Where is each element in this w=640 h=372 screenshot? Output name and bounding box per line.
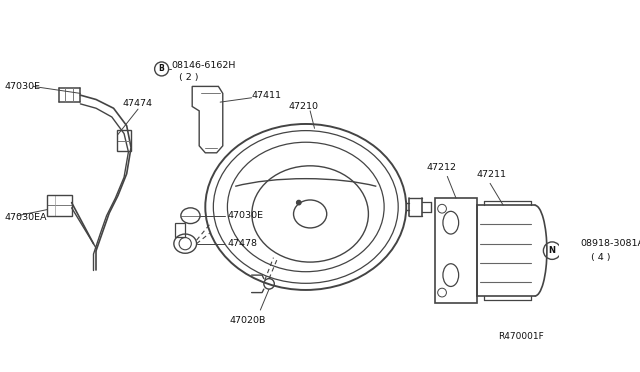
Text: 47030EA: 47030EA bbox=[4, 213, 47, 222]
Text: 47030E: 47030E bbox=[4, 82, 40, 91]
Bar bbox=[117, 130, 131, 151]
Text: 08918-3081A: 08918-3081A bbox=[580, 239, 640, 248]
Text: 47211: 47211 bbox=[477, 170, 507, 179]
Bar bbox=[435, 198, 477, 303]
Text: 08146-6162H: 08146-6162H bbox=[172, 61, 236, 70]
Text: 47474: 47474 bbox=[122, 99, 152, 108]
Bar bbox=[175, 223, 185, 237]
Text: 47212: 47212 bbox=[426, 163, 456, 172]
Text: 47020B: 47020B bbox=[230, 316, 266, 325]
Text: ( 4 ): ( 4 ) bbox=[591, 253, 611, 262]
Text: R470001F: R470001F bbox=[498, 332, 544, 341]
Text: 47411: 47411 bbox=[252, 91, 282, 100]
Text: 47210: 47210 bbox=[288, 102, 318, 111]
Circle shape bbox=[296, 201, 301, 205]
Text: 47478: 47478 bbox=[227, 239, 257, 248]
Bar bbox=[47, 195, 72, 216]
Text: ( 2 ): ( 2 ) bbox=[179, 73, 198, 82]
Text: N: N bbox=[548, 246, 556, 255]
Text: 47030E: 47030E bbox=[227, 211, 263, 220]
Text: B: B bbox=[159, 64, 164, 73]
